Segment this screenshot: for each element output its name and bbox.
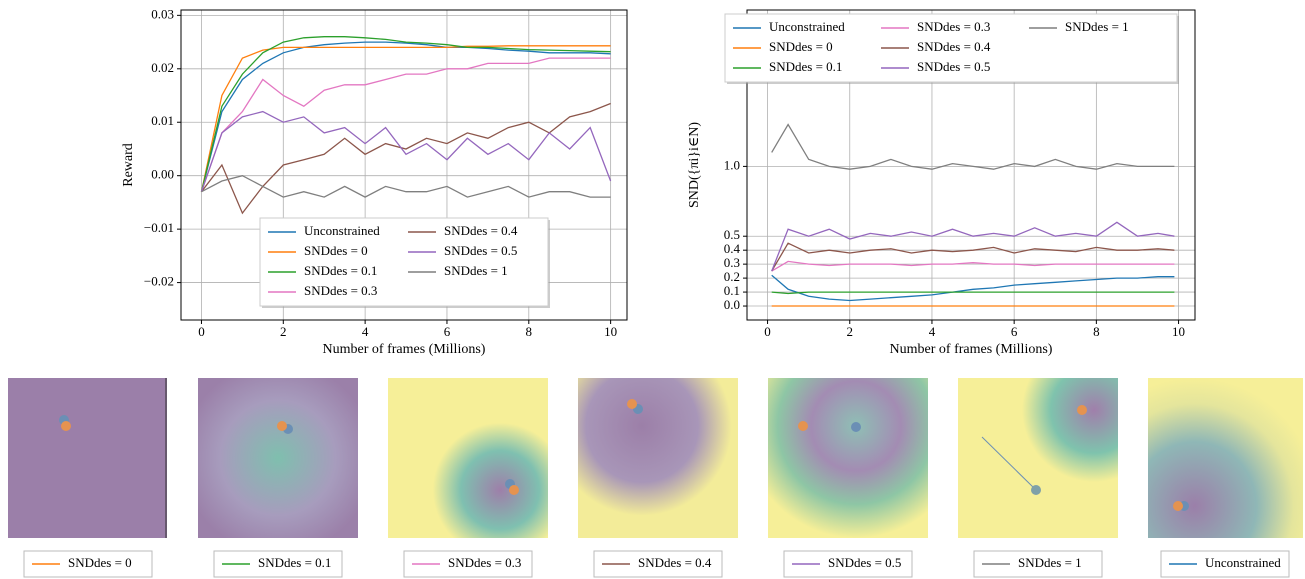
y-axis-label: SND({πi}i∈N) [687, 122, 702, 208]
series-line [771, 242, 1175, 272]
agent [1077, 405, 1087, 415]
series-line [771, 221, 1175, 272]
series-line [771, 260, 1175, 272]
legend-label: Unconstrained [304, 223, 380, 238]
legend-label: SNDdes = 0.5 [828, 555, 901, 570]
x-tick-label: 0 [764, 324, 771, 339]
agent [627, 399, 637, 409]
y-tick-label: 0.3 [724, 255, 740, 270]
series-line [200, 57, 611, 192]
series-line [200, 41, 611, 192]
legend-label: Unconstrained [769, 19, 845, 34]
heatmap [1148, 378, 1303, 538]
agent [61, 421, 71, 431]
x-tick-label: 4 [929, 324, 936, 339]
series-line [201, 175, 611, 198]
agent [851, 422, 861, 432]
y-tick-label: 1.0 [724, 157, 740, 172]
x-tick-label: 6 [1011, 324, 1018, 339]
legend-label: SNDdes = 0 [68, 555, 132, 570]
x-tick-label: 10 [604, 324, 617, 339]
legend-box [724, 13, 1178, 83]
agent [509, 485, 519, 495]
agent [1031, 485, 1041, 495]
plot-frame [180, 9, 628, 321]
heatmaps [8, 378, 1303, 538]
x-tick-label: 8 [1093, 324, 1100, 339]
x-tick-label: 2 [847, 324, 854, 339]
series-line [200, 36, 611, 192]
agent [1173, 501, 1183, 511]
y-tick-label: 0.01 [151, 113, 174, 128]
x-tick-label: 10 [1172, 324, 1185, 339]
agent [277, 421, 287, 431]
x-tick-label: 6 [444, 324, 451, 339]
y-axis-label: Reward [121, 143, 136, 187]
legend-box [259, 217, 549, 307]
agent [798, 421, 808, 431]
y-tick-label: 0.00 [151, 167, 174, 182]
heatmap [958, 378, 1118, 538]
legend-label: SNDdes = 0.1 [769, 59, 842, 74]
y-tick-label: 0.2 [724, 269, 740, 284]
series-line [200, 110, 612, 192]
legend-label: SNDdes = 0 [769, 39, 833, 54]
heatmap [198, 378, 358, 538]
legend-label: SNDdes = 1 [1018, 555, 1082, 570]
legend-label: SNDdes = 0.1 [258, 555, 331, 570]
heatmap [578, 378, 738, 538]
legend-label: SNDdes = 0 [304, 243, 368, 258]
legend-box [1160, 550, 1290, 578]
legend-label: SNDdes = 0.5 [444, 243, 517, 258]
legend-label: SNDdes = 0.4 [444, 223, 518, 238]
legend-label: SNDdes = 0.3 [917, 19, 990, 34]
legend-label: SNDdes = 0.1 [304, 263, 377, 278]
series-line [200, 102, 611, 215]
legend-label: SNDdes = 0.3 [304, 283, 377, 298]
x-tick-label: 4 [362, 324, 369, 339]
x-axis-label: Number of frames (Millions) [323, 342, 486, 357]
legend-label: SNDdes = 0.3 [448, 555, 521, 570]
x-tick-label: 2 [280, 324, 287, 339]
legend-label: SNDdes = 0.5 [917, 59, 990, 74]
y-tick-label: 0.1 [724, 283, 740, 298]
legend-label: SNDdes = 1 [1065, 19, 1129, 34]
heatmap [388, 378, 548, 538]
x-tick-label: 8 [526, 324, 533, 339]
y-tick-label: 0.03 [151, 6, 174, 21]
series-line [200, 45, 611, 192]
legend-label: SNDdes = 1 [444, 263, 508, 278]
legend-label: SNDdes = 0.4 [638, 555, 712, 570]
legend-label: SNDdes = 0.4 [917, 39, 991, 54]
heatmap [768, 378, 928, 538]
y-tick-label: 0.02 [151, 60, 174, 75]
y-tick-label: −0.01 [144, 220, 174, 235]
x-axis-label: Number of frames (Millions) [890, 342, 1053, 357]
y-tick-label: 0.5 [724, 227, 740, 242]
x-tick-label: 0 [198, 324, 205, 339]
y-tick-label: 0.4 [724, 241, 741, 256]
heatmap [8, 378, 167, 538]
series-line [771, 291, 1175, 295]
series-line [771, 123, 1175, 170]
trace [981, 436, 1037, 491]
plot-frame [746, 9, 1196, 321]
y-tick-label: −0.02 [144, 274, 174, 289]
series-line [771, 274, 1175, 302]
y-tick-label: 0.0 [724, 297, 740, 312]
legend-label: Unconstrained [1205, 555, 1281, 570]
